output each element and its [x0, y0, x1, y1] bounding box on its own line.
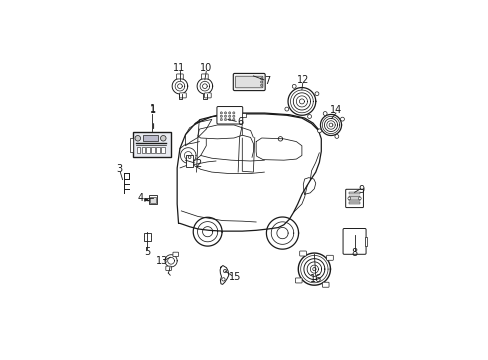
Text: 8: 8 — [351, 248, 357, 258]
FancyBboxPatch shape — [173, 252, 178, 257]
Text: 4: 4 — [138, 193, 144, 203]
Circle shape — [232, 118, 234, 121]
FancyBboxPatch shape — [176, 74, 183, 79]
Circle shape — [260, 77, 262, 80]
Bar — [348, 192, 359, 194]
Circle shape — [292, 84, 296, 88]
Text: 5: 5 — [144, 247, 150, 257]
Bar — [142, 135, 158, 141]
Bar — [130, 138, 133, 152]
FancyBboxPatch shape — [235, 76, 263, 88]
Circle shape — [223, 269, 226, 273]
Bar — [148, 195, 157, 204]
Circle shape — [260, 84, 262, 86]
Circle shape — [334, 135, 338, 138]
Text: 7: 7 — [264, 76, 270, 86]
Bar — [348, 196, 359, 197]
Text: 12: 12 — [296, 75, 308, 85]
Bar — [141, 147, 145, 153]
Bar — [348, 199, 359, 201]
Circle shape — [228, 118, 230, 121]
Text: 2: 2 — [195, 158, 201, 168]
Circle shape — [232, 112, 234, 114]
Circle shape — [340, 117, 344, 121]
Circle shape — [285, 107, 288, 111]
Circle shape — [358, 197, 361, 200]
FancyBboxPatch shape — [343, 229, 366, 254]
Circle shape — [232, 115, 234, 117]
Circle shape — [220, 112, 222, 114]
Text: 6: 6 — [237, 117, 243, 127]
Circle shape — [135, 135, 140, 141]
FancyBboxPatch shape — [299, 251, 305, 256]
Text: 11: 11 — [173, 63, 185, 73]
FancyBboxPatch shape — [165, 266, 171, 271]
Circle shape — [224, 118, 226, 121]
FancyBboxPatch shape — [233, 73, 264, 91]
Text: 14: 14 — [330, 105, 342, 115]
Text: 16: 16 — [309, 274, 321, 284]
Text: 15: 15 — [229, 271, 241, 282]
FancyBboxPatch shape — [217, 107, 242, 124]
Circle shape — [220, 118, 222, 121]
Circle shape — [347, 197, 350, 200]
Bar — [156, 147, 160, 153]
Bar — [348, 202, 359, 204]
Text: 9: 9 — [358, 185, 364, 194]
Circle shape — [314, 92, 318, 96]
FancyBboxPatch shape — [326, 255, 333, 260]
Text: 3: 3 — [116, 164, 122, 174]
FancyBboxPatch shape — [345, 189, 363, 208]
Bar — [364, 237, 366, 246]
Text: 1: 1 — [150, 105, 156, 115]
Circle shape — [222, 278, 224, 281]
Circle shape — [224, 115, 226, 117]
Bar — [144, 233, 150, 242]
Circle shape — [307, 114, 311, 118]
Circle shape — [220, 115, 222, 117]
Circle shape — [228, 112, 230, 114]
FancyBboxPatch shape — [133, 132, 171, 157]
Circle shape — [317, 129, 321, 133]
Text: 13: 13 — [156, 256, 168, 266]
Circle shape — [260, 81, 262, 83]
Circle shape — [160, 135, 166, 141]
Bar — [137, 147, 140, 153]
Text: 1: 1 — [150, 104, 156, 114]
Circle shape — [323, 112, 326, 116]
Circle shape — [188, 156, 191, 158]
Bar — [186, 155, 193, 167]
FancyBboxPatch shape — [179, 93, 186, 98]
Circle shape — [228, 115, 230, 117]
FancyBboxPatch shape — [204, 93, 211, 98]
Bar — [150, 197, 156, 203]
FancyBboxPatch shape — [295, 278, 302, 283]
Bar — [151, 147, 155, 153]
Circle shape — [224, 112, 226, 114]
Text: 10: 10 — [199, 63, 211, 73]
FancyBboxPatch shape — [322, 282, 328, 287]
FancyBboxPatch shape — [201, 74, 208, 79]
Bar — [241, 113, 245, 117]
Bar — [161, 147, 164, 153]
Bar — [146, 147, 150, 153]
